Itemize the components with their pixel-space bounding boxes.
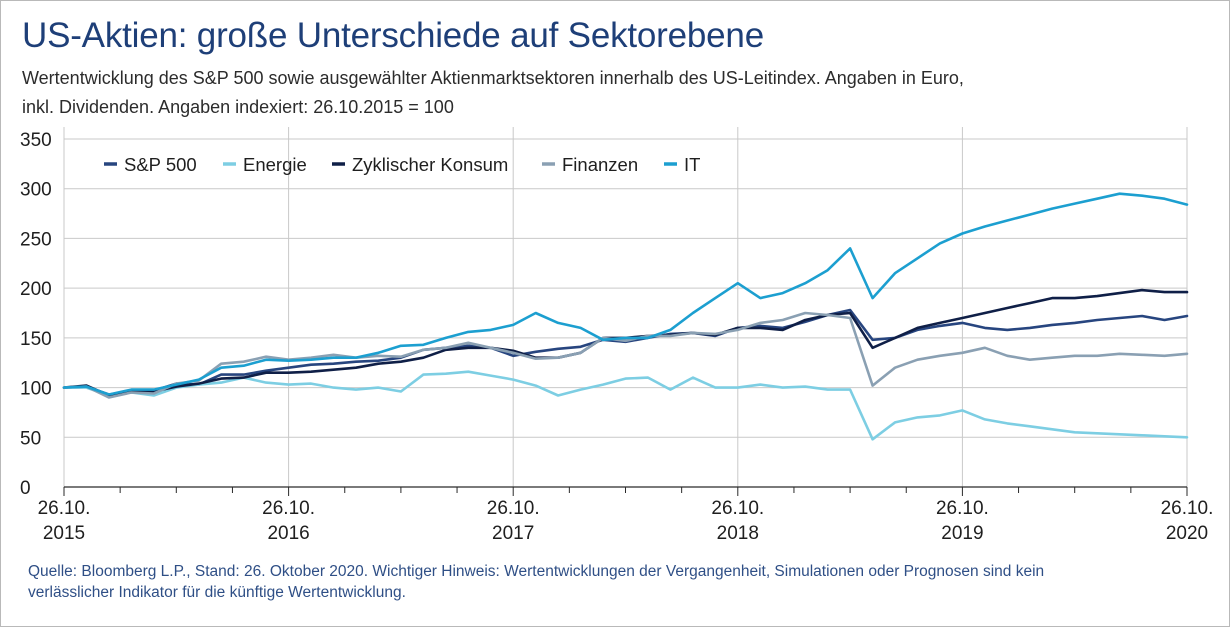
axis-layer: 0 50 100 150 200 250 300 350 26.10. 2015 26.10. 201… xyxy=(20,130,1213,544)
y-tick-label: 250 xyxy=(20,229,52,250)
x-tick-label-date: 26.10. xyxy=(1161,498,1214,519)
grid-layer xyxy=(63,127,1188,487)
source-line-2: verlässlicher Indikator für die künftige… xyxy=(28,584,406,601)
subtitle-line-1: Wertentwicklung des S&P 500 sowie ausgew… xyxy=(22,68,964,88)
y-tick-label: 150 xyxy=(20,329,52,350)
subtitle-line-2: inkl. Dividenden. Angaben indexiert: 26.… xyxy=(22,97,454,117)
series-line-energie xyxy=(62,370,1189,441)
x-tick-label-year: 2016 xyxy=(267,523,309,544)
series-line-finanzen xyxy=(62,311,1189,399)
x-tick-label-year: 2019 xyxy=(941,523,983,544)
y-tick-label: 300 xyxy=(20,180,52,201)
y-tick-label: 100 xyxy=(20,379,52,400)
x-tick-label-date: 26.10. xyxy=(936,498,989,519)
y-tick-label: 0 xyxy=(20,478,31,499)
legend-label-zyklischer-konsum: Zyklischer Konsum xyxy=(352,154,508,175)
x-tick-label-date: 26.10. xyxy=(262,498,315,519)
legend-label-s-p-500: S&P 500 xyxy=(124,154,197,175)
chart-subtitle: Wertentwicklung des S&P 500 sowie ausgew… xyxy=(22,64,1122,122)
legend: S&P 500 Energie Zyklischer Konsum Finanzen I… xyxy=(104,154,700,175)
series-layer xyxy=(62,192,1189,441)
series-line-it xyxy=(62,192,1189,396)
source-line-1: Quelle: Bloomberg L.P., Stand: 26. Oktob… xyxy=(28,563,1045,580)
legend-label-finanzen: Finanzen xyxy=(562,154,638,175)
legend-label-energie: Energie xyxy=(243,154,307,175)
series-line-s-p-500 xyxy=(62,308,1189,396)
source-note: Quelle: Bloomberg L.P., Stand: 26. Oktob… xyxy=(28,561,1208,603)
line-chart: 0 50 100 150 200 250 300 350 26.10. 2015 26.10. 201… xyxy=(20,127,1213,544)
y-tick-label: 200 xyxy=(20,279,52,300)
x-tick-label-year: 2020 xyxy=(1166,523,1208,544)
x-tick-label-date: 26.10. xyxy=(38,498,91,519)
x-tick-label-date: 26.10. xyxy=(711,498,764,519)
y-tick-label: 50 xyxy=(20,428,41,449)
chart-title: US-Aktien: große Unterschiede auf Sektor… xyxy=(22,16,764,55)
x-tick-label-year: 2017 xyxy=(492,523,534,544)
y-tick-label: 350 xyxy=(20,130,52,151)
legend-label-it: IT xyxy=(684,154,700,175)
x-tick-label-year: 2015 xyxy=(43,523,85,544)
x-tick-label-year: 2018 xyxy=(717,523,759,544)
x-tick-label-date: 26.10. xyxy=(487,498,540,519)
